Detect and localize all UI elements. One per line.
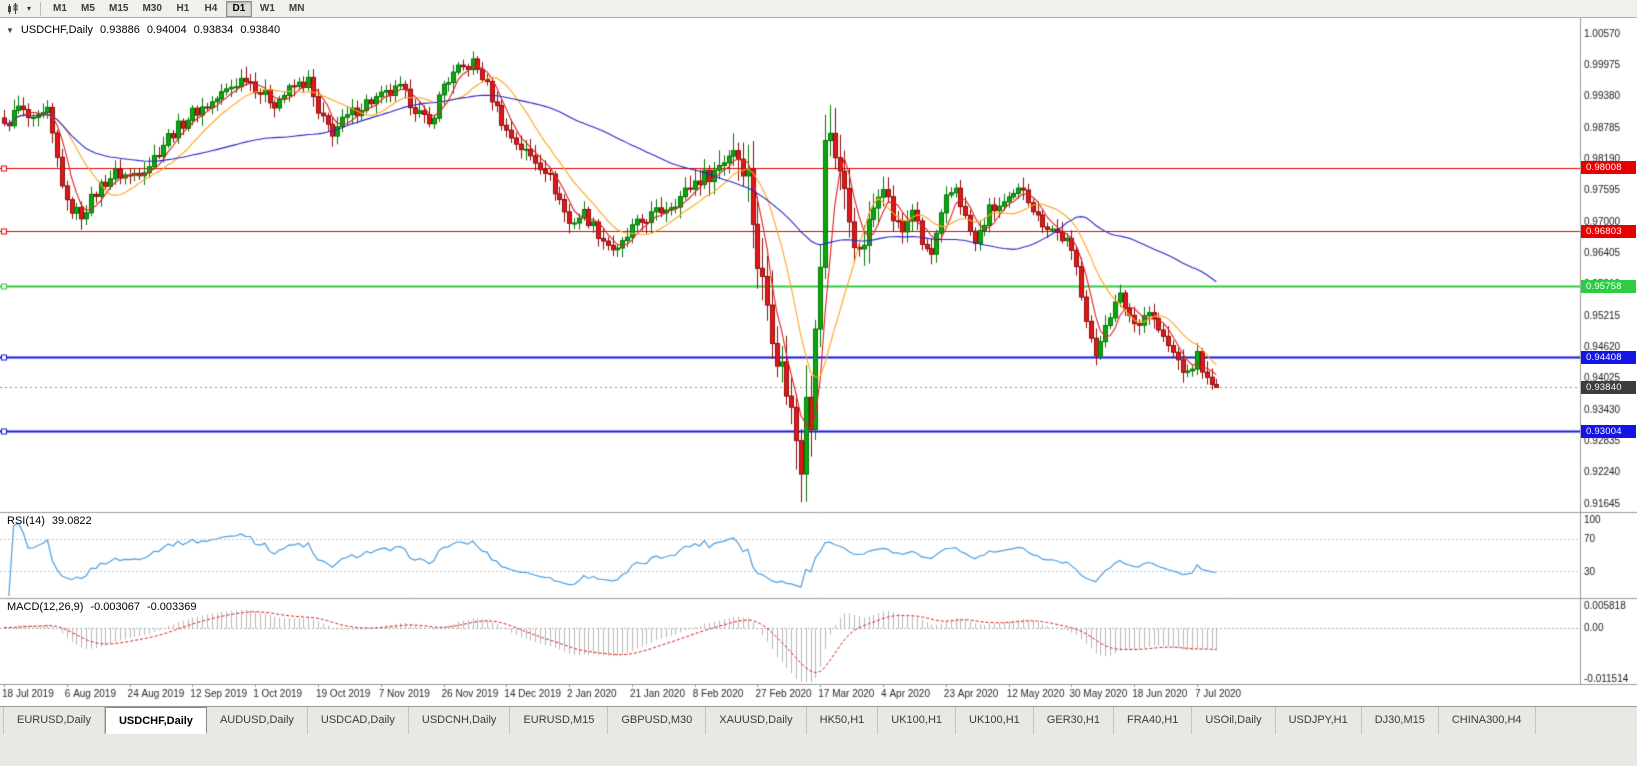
tab-hk50-h1[interactable]: HK50,H1 [807, 707, 879, 734]
macd-signal-value: -0.003369 [146, 601, 197, 613]
tab-usoil-daily[interactable]: USOil,Daily [1192, 707, 1276, 734]
tab-uk100-h1[interactable]: UK100,H1 [956, 707, 1034, 734]
tab-ger30-h1[interactable]: GER30,H1 [1034, 707, 1114, 734]
chart-symbol-period: USDCHF,Daily [20, 24, 94, 36]
ohlc-close: 0.93840 [240, 24, 281, 36]
timeframe-d1-button[interactable]: D1 [225, 0, 252, 17]
chart-canvas[interactable] [0, 18, 1637, 706]
timeframe-toolbar: ▾ M1 M5 M15 M30 H1 H4 D1 W1 MN [0, 0, 1637, 18]
chart-title: ▼ USDCHF,Daily 0.93886 0.94004 0.93834 0… [6, 24, 280, 36]
tab-usdcnh-daily[interactable]: USDCNH,Daily [409, 707, 511, 734]
tab-usdjpy-h1[interactable]: USDJPY,H1 [1276, 707, 1362, 734]
tab-fra40-h1[interactable]: FRA40,H1 [1114, 707, 1193, 734]
timeframe-m1-button[interactable]: M1 [47, 1, 73, 17]
level-price-badge: 0.93004 [1581, 424, 1636, 438]
tab-bar: EURUSD,Daily USDCHF,Daily AUDUSD,Daily USDC… [0, 706, 1637, 734]
timeframe-m15-button[interactable]: M15 [103, 1, 134, 17]
timeframe-mn-button[interactable]: MN [283, 1, 311, 17]
tab-audusd-daily[interactable]: AUDUSD,Daily [207, 707, 308, 734]
tab-gbpusd-m30[interactable]: GBPUSD,M30 [608, 707, 707, 734]
tab-china300-h4[interactable]: CHINA300,H4 [1439, 707, 1536, 734]
level-price-badge: 0.95758 [1581, 279, 1636, 293]
macd-name: MACD(12,26,9) [7, 601, 84, 613]
ohlc-low: 0.93834 [193, 24, 234, 36]
ohlc-high: 0.94004 [146, 24, 187, 36]
last-price-badge: 0.93840 [1581, 380, 1636, 394]
tab-uk100-h1[interactable]: UK100,H1 [878, 707, 957, 734]
ohlc-open: 0.93886 [100, 24, 140, 36]
tab-eurusd-m15[interactable]: EURUSD,M15 [510, 707, 609, 734]
level-price-badge: 0.96803 [1581, 224, 1636, 238]
timeframe-w1-button[interactable]: W1 [254, 1, 281, 17]
rsi-value: 39.0822 [51, 515, 92, 527]
candlestick-chart-icon[interactable] [4, 2, 22, 16]
rsi-name: RSI(14) [7, 515, 45, 527]
timeframe-m5-button[interactable]: M5 [75, 1, 101, 17]
toolbar-separator [40, 1, 41, 16]
tab-usdchf-daily[interactable]: USDCHF,Daily [104, 707, 207, 734]
rsi-label: RSI(14) 39.0822 [7, 515, 92, 527]
timeframe-m30-button[interactable]: M30 [136, 1, 167, 17]
tab-xauusd-daily[interactable]: XAUUSD,Daily [706, 707, 807, 734]
tab-usdcad-daily[interactable]: USDCAD,Daily [308, 707, 409, 734]
macd-label: MACD(12,26,9) -0.003067 -0.003369 [7, 601, 197, 613]
symbol-collapse-icon[interactable]: ▼ [6, 25, 14, 35]
tab-dj30-m15[interactable]: DJ30,M15 [1362, 707, 1439, 734]
chart-type-dropdown-icon[interactable]: ▾ [26, 4, 31, 13]
status-strip [0, 734, 1637, 766]
macd-main-value: -0.003067 [90, 601, 140, 613]
timeframe-h4-button[interactable]: H4 [198, 1, 224, 17]
level-price-badge: 0.94408 [1581, 350, 1636, 364]
tab-eurusd-daily[interactable]: EURUSD,Daily [3, 707, 105, 734]
timeframe-h1-button[interactable]: H1 [170, 1, 196, 17]
level-price-badge: 0.98008 [1581, 161, 1636, 175]
